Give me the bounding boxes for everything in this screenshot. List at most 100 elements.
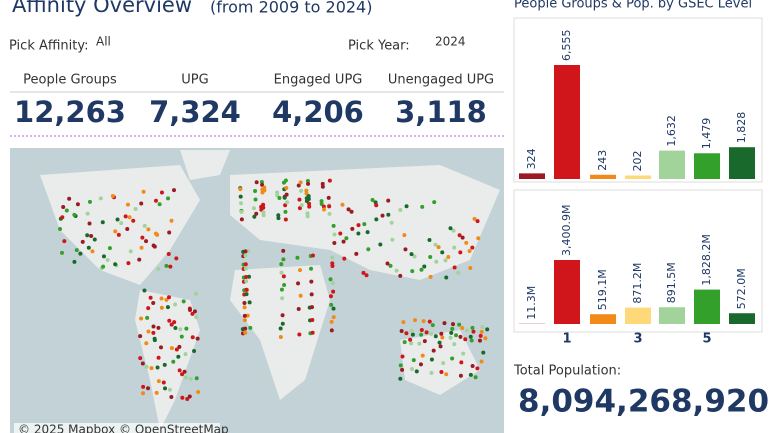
- map-dot: [481, 350, 486, 355]
- map-dot: [180, 395, 185, 400]
- map-dot: [169, 322, 174, 327]
- map-dot: [193, 291, 198, 296]
- map-dot: [139, 245, 144, 250]
- map-dot: [243, 253, 248, 258]
- map-dot: [80, 239, 85, 244]
- map-dot: [61, 205, 66, 210]
- map-dot: [162, 362, 167, 367]
- bar: [554, 260, 580, 324]
- map-dot: [433, 334, 438, 339]
- data-label: 11.3M: [525, 286, 538, 320]
- map-dot: [279, 270, 284, 275]
- map-dot: [310, 317, 315, 322]
- map-dot: [242, 305, 247, 310]
- map-dot: [476, 236, 481, 241]
- map-dot: [444, 275, 449, 280]
- map-dot: [262, 185, 267, 190]
- map-dot: [331, 223, 336, 228]
- map-dot: [145, 315, 150, 320]
- map-dot: [409, 252, 414, 257]
- map-dot: [196, 389, 201, 394]
- map-dot: [398, 376, 403, 381]
- map-dot: [429, 331, 434, 336]
- map-dot: [155, 365, 160, 370]
- map-dot: [243, 266, 248, 271]
- map-dot: [140, 361, 145, 366]
- map-dot: [386, 198, 391, 203]
- bar: [625, 307, 651, 324]
- map-dot: [330, 261, 335, 266]
- map-dot: [173, 302, 178, 307]
- map-dot: [243, 330, 248, 335]
- map-dot: [295, 255, 300, 260]
- map-dot: [378, 242, 383, 247]
- map-dot: [138, 356, 143, 361]
- map-dot: [438, 344, 443, 349]
- map-dot: [278, 326, 283, 331]
- map-dot: [388, 263, 393, 268]
- map-dot: [439, 331, 444, 336]
- kpi-label: Engaged UPG: [274, 73, 363, 88]
- map-dot: [167, 318, 172, 323]
- map-dot: [365, 230, 370, 235]
- map-dot: [128, 249, 133, 254]
- map-dot: [427, 319, 432, 324]
- map-dot: [261, 202, 266, 207]
- map-dot: [475, 219, 480, 224]
- map-dot: [460, 235, 465, 240]
- map-dot: [429, 370, 434, 375]
- map-dot: [110, 194, 115, 199]
- map-dot: [452, 342, 457, 347]
- map-dot: [283, 217, 288, 222]
- map-dot: [419, 332, 424, 337]
- map-dot: [390, 237, 395, 242]
- filter-value[interactable]: All: [96, 35, 111, 49]
- map-dot: [157, 202, 162, 207]
- map-dot: [87, 221, 92, 226]
- map-dot: [409, 341, 414, 346]
- map-dot: [172, 320, 177, 325]
- filter-value[interactable]: 2024: [435, 35, 466, 49]
- map-dot: [298, 293, 303, 298]
- map-dot: [279, 262, 284, 267]
- map-dot: [261, 210, 266, 215]
- map-dot: [421, 319, 426, 324]
- map-dot: [238, 187, 243, 192]
- map-dot: [342, 256, 347, 261]
- map-dot: [67, 196, 72, 201]
- map-dot: [299, 188, 304, 193]
- map-dot: [101, 264, 106, 269]
- map-dot: [485, 327, 490, 332]
- map-dot: [341, 239, 346, 244]
- map-dot: [410, 269, 415, 274]
- bar: [625, 175, 651, 179]
- map-dot: [478, 333, 483, 338]
- map-dot: [297, 197, 302, 202]
- map-dot: [184, 326, 189, 331]
- map-dot: [419, 327, 424, 332]
- map-dot: [404, 204, 409, 209]
- map-dot: [354, 251, 359, 256]
- map-dot: [470, 325, 475, 330]
- map-dot: [105, 257, 110, 262]
- map-dot: [400, 354, 405, 359]
- map-dot: [156, 379, 161, 384]
- map-dot: [152, 338, 157, 343]
- map-dot: [138, 334, 143, 339]
- kpi-value: 7,324: [149, 95, 241, 129]
- map-dot: [166, 196, 171, 201]
- filter-label: Pick Year:: [348, 39, 410, 54]
- map-dot: [402, 340, 407, 345]
- map-dot: [161, 380, 166, 385]
- map-dot: [427, 237, 432, 242]
- map-dot: [475, 366, 480, 371]
- map-dot: [340, 202, 345, 207]
- map-dot: [448, 335, 453, 340]
- map-dot: [278, 335, 283, 340]
- map-dot: [259, 180, 264, 185]
- map-dot: [297, 206, 302, 211]
- map-dot: [458, 250, 463, 255]
- map-dot: [329, 319, 334, 324]
- map-dot: [171, 188, 176, 193]
- bar: [659, 150, 685, 179]
